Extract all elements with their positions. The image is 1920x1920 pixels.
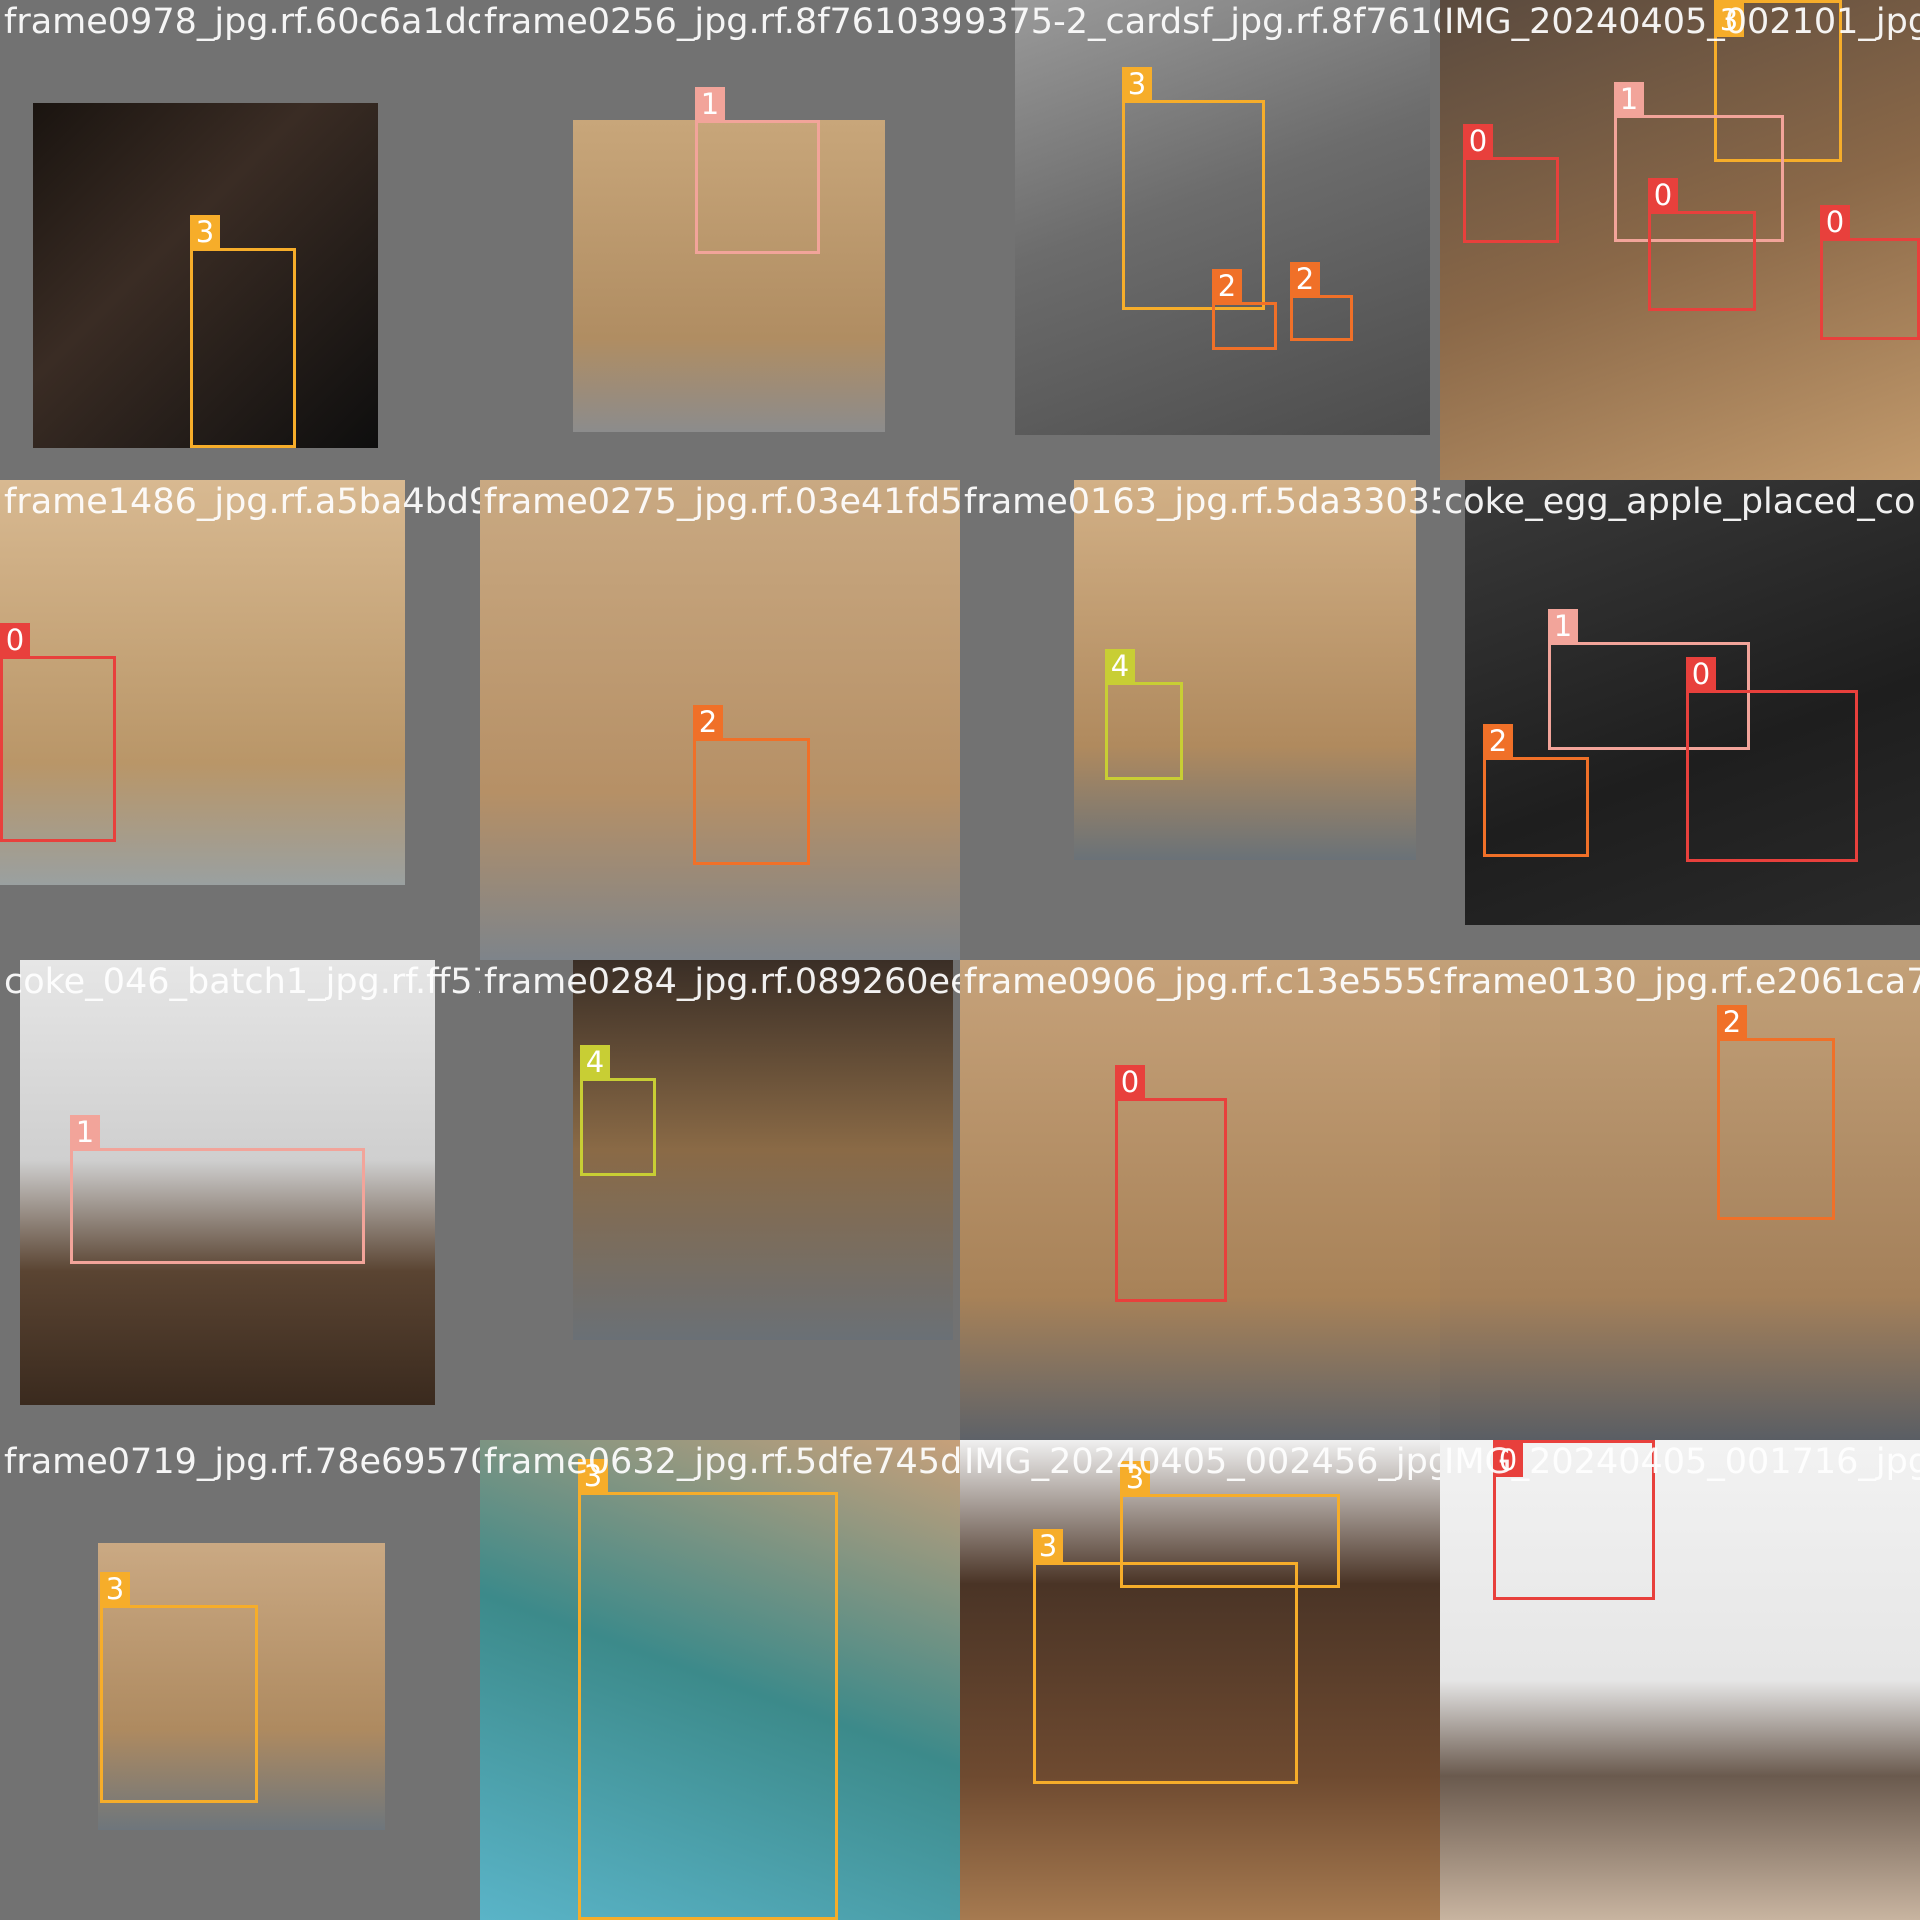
image-filename: coke_egg_apple_placed_co <box>1444 482 1916 522</box>
class-label: 0 <box>1115 1065 1145 1099</box>
class-label: 0 <box>0 623 30 657</box>
mosaic-tile: 1 coke_046_batch1_jpg.rf.ff57244e7920 <box>0 960 480 1440</box>
bounding-box: 4 <box>580 1045 656 1176</box>
training-image <box>98 1543 385 1830</box>
class-label: 1 <box>1614 82 1644 116</box>
bounding-box: 2 <box>1717 1005 1835 1220</box>
training-image <box>960 960 1440 1440</box>
class-label: 2 <box>1483 724 1513 758</box>
image-filename: IMG_20240405_001716_jpg <box>1444 1442 1920 1482</box>
image-filename: frame0284_jpg.rf.089260ee4 <box>484 962 960 1002</box>
mosaic-tile: 0 frame0906_jpg.rf.c13e5559345f <box>960 960 1440 1440</box>
mosaic-tile: 4 frame0284_jpg.rf.089260ee4 <box>480 960 960 1440</box>
image-filename: frame0632_jpg.rf.5dfe745d8 <box>484 1442 960 1482</box>
bounding-box: 3 <box>100 1572 258 1803</box>
class-label: 4 <box>580 1045 610 1079</box>
class-label: 3 <box>1120 1461 1150 1495</box>
mosaic-tile: 2 frame0275_jpg.rf.03e41fd59abbe2053346 <box>480 480 960 960</box>
image-filename: frame0163_jpg.rf.5da330350cdd <box>964 482 1440 522</box>
training-image <box>1465 480 1920 925</box>
class-label: 0 <box>1463 124 1493 158</box>
bounding-box: 3 <box>1714 0 1842 162</box>
mosaic-tile: 3 1 0 0 0 IMG_20240405_002101_jpg <box>1440 0 1920 480</box>
class-label: 2 <box>693 705 723 739</box>
bounding-box: 1 <box>1614 82 1784 242</box>
image-filename: frame0130_jpg.rf.e2061ca70 <box>1444 962 1920 1002</box>
class-label: 3 <box>1714 3 1744 37</box>
bounding-box: 1 <box>70 1115 365 1264</box>
class-label: 4 <box>1105 649 1135 683</box>
bounding-box: 2 <box>1290 262 1353 341</box>
mosaic-tile: 4 frame0163_jpg.rf.5da330350cdd <box>960 480 1440 960</box>
image-filename: coke_046_batch1_jpg.rf.ff57244e7920 <box>4 962 480 1002</box>
bounding-box: 2 <box>1212 269 1277 350</box>
mosaic-tile: 2 frame0130_jpg.rf.e2061ca70 <box>1440 960 1920 1440</box>
bounding-box: 2 <box>693 705 810 865</box>
training-image <box>960 1440 1440 1920</box>
image-filename: frame0256_jpg.rf.8f76103983ff89ddbcef947… <box>484 2 960 42</box>
class-label: 3 <box>1033 1529 1063 1563</box>
mosaic-tile: 3 frame0978_jpg.rf.60c6a1dddfc91733049332… <box>0 0 480 480</box>
mosaic-tile: 1 0 2 coke_egg_apple_placed_co <box>1440 480 1920 960</box>
class-label: 2 <box>1290 262 1320 296</box>
training-image <box>573 120 885 432</box>
image-filename: IMG_20240405_002101_jpg <box>1444 2 1920 42</box>
class-label: 3 <box>190 215 220 249</box>
bounding-box: 3 <box>1120 1461 1340 1588</box>
bounding-box: 2 <box>1483 724 1589 857</box>
class-label: 0 <box>1648 178 1678 212</box>
training-image <box>1440 960 1920 1440</box>
training-image <box>573 960 953 1340</box>
training-image <box>20 960 435 1405</box>
class-label: 2 <box>1212 269 1242 303</box>
image-filename: frame0719_jpg.rf.78e69570f5553 <box>4 1442 480 1482</box>
class-label: 1 <box>1548 609 1578 643</box>
mosaic-tile: 3 frame0719_jpg.rf.78e69570f5553 <box>0 1440 480 1920</box>
bounding-box: 0 <box>1493 1440 1655 1600</box>
image-filename: IMG_20240405_002456_jpg <box>964 1442 1440 1482</box>
bounding-box: 3 <box>1033 1529 1298 1784</box>
training-image <box>1440 1440 1920 1920</box>
class-label: 2 <box>1717 1005 1747 1039</box>
mosaic-tile: 0 IMG_20240405_001716_jpg <box>1440 1440 1920 1920</box>
bounding-box: 0 <box>1115 1065 1227 1302</box>
mosaic-tile: 3 2 2 9375-2_cardsf_jpg.rf.8f76103983ff <box>960 0 1440 480</box>
image-filename: frame1486_jpg.rf.a5ba4bd90fd1bd82f7cadd3… <box>4 482 480 522</box>
bounding-box: 3 <box>190 215 296 448</box>
mosaic-tile: 0 frame1486_jpg.rf.a5ba4bd90fd1bd82f7cadd… <box>0 480 480 960</box>
class-label: 3 <box>578 1459 608 1493</box>
bounding-box: 4 <box>1105 649 1183 780</box>
bounding-box: 0 <box>1463 124 1559 243</box>
mosaic-tile: 3 frame0632_jpg.rf.5dfe745d8 <box>480 1440 960 1920</box>
bounding-box: 0 <box>0 623 116 842</box>
bounding-box: 3 <box>578 1459 838 1920</box>
image-filename: frame0978_jpg.rf.60c6a1dddfc917330493324… <box>4 2 480 42</box>
image-filename: frame0906_jpg.rf.c13e5559345f <box>964 962 1440 1002</box>
bounding-box: 3 <box>1122 67 1265 310</box>
bounding-box: 0 <box>1820 205 1920 340</box>
class-label: 0 <box>1686 657 1716 691</box>
mosaic-tile: 3 3 IMG_20240405_002456_jpg <box>960 1440 1440 1920</box>
training-image <box>33 103 378 448</box>
class-label: 3 <box>1122 67 1152 101</box>
bounding-box: 0 <box>1686 657 1858 862</box>
class-label: 3 <box>100 1572 130 1606</box>
class-label: 0 <box>1820 205 1850 239</box>
class-label: 1 <box>70 1115 100 1149</box>
training-image <box>480 1440 960 1920</box>
image-filename: frame0275_jpg.rf.03e41fd59abbe2053346 <box>484 482 960 522</box>
bounding-box: 1 <box>1548 609 1750 750</box>
image-filename: 9375-2_cardsf_jpg.rf.8f76103983ff <box>964 2 1440 42</box>
bounding-box: 1 <box>695 87 820 254</box>
class-label: 1 <box>695 87 725 121</box>
training-image <box>0 480 405 885</box>
class-label: 0 <box>1493 1443 1523 1477</box>
training-image <box>1015 0 1430 435</box>
bounding-box: 0 <box>1648 178 1756 311</box>
mosaic-tile: 1 frame0256_jpg.rf.8f76103983ff89ddbcef94… <box>480 0 960 480</box>
